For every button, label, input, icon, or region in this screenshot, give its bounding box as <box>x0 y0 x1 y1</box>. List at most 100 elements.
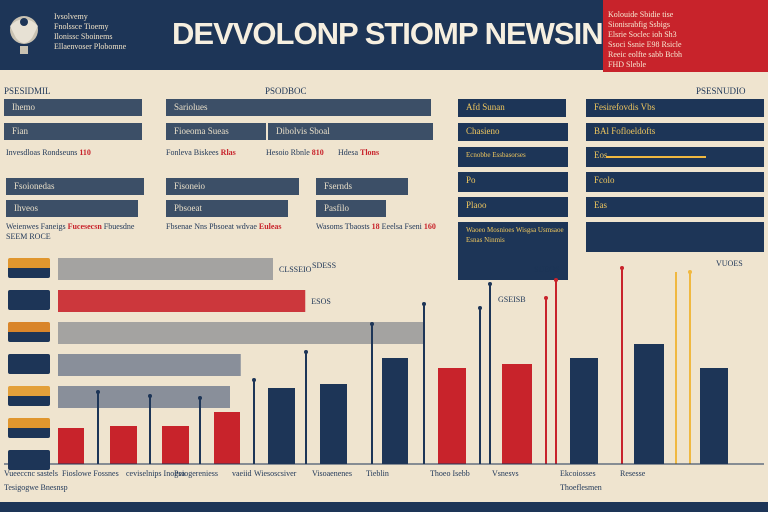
header-left-text: Ivsolvemy Fnolssce Tioemy Ilonissc Sboin… <box>54 12 126 52</box>
panel-row: Fisoneio <box>166 178 299 195</box>
panel-row: Ihemo <box>4 99 142 116</box>
panel-row: Ecnobbe Essbasorses <box>458 147 568 167</box>
book-stack-icon <box>8 418 50 438</box>
header-line: Ssoci Ssnie E98 Rsicle <box>608 40 682 49</box>
x-tick-label: Resesse <box>620 469 646 478</box>
panel-row-label: Eos <box>594 150 608 160</box>
stat-value: 160 <box>423 222 436 231</box>
panel-row: Sariolues <box>166 99 431 116</box>
header-line: Ellaenvoser Plobomne <box>54 42 127 51</box>
stat-text: Hdesa Tlons <box>338 148 398 158</box>
header-line: Kolouide Sbidie tise <box>608 10 674 19</box>
stat-label: Fbuesdne SEEM ROCE <box>6 222 135 241</box>
panel-row: Pasfilo <box>316 200 386 217</box>
book-stack-icon <box>8 290 50 310</box>
stat-value: Tlons <box>360 148 380 157</box>
hbar <box>58 386 230 408</box>
stat-text: Fbsenae Nns Pbsoeat wdvae Euleas <box>166 222 296 232</box>
header-line: Ilonissc Sboinems <box>54 32 113 41</box>
needle-cap <box>554 278 558 282</box>
chart-annotation: GSEISB <box>498 295 526 304</box>
stat-text: Invesdloas Rondseuns 110 <box>6 148 91 158</box>
panel-row: Ihveos <box>6 200 138 217</box>
needle-cap <box>304 350 308 354</box>
page-title: DEVVOLONP STIOMP NEWSINP <box>172 16 623 51</box>
vbar <box>320 384 347 464</box>
panel-row: Plaoo <box>458 197 568 217</box>
stat-label: Eeelsa Fseni <box>381 222 422 231</box>
vbar <box>162 426 189 464</box>
legend-stack <box>8 258 56 470</box>
header-line: Ivsolvemy <box>54 12 88 21</box>
x-tick-label: Thoeflesmen <box>560 483 602 492</box>
needle-cap <box>148 394 152 398</box>
panel-row: Fsernds <box>316 178 408 195</box>
panel-row: Fioeoma Sueas <box>166 123 266 140</box>
chart-annotation: SDESS <box>312 261 336 270</box>
needle-cap <box>198 396 202 400</box>
panel-row: Pbsoeat <box>166 200 288 217</box>
needle-cap <box>478 306 482 310</box>
stat-label: Hesoio Rbnle <box>266 148 310 157</box>
x-tick-label: Vueeccnc sastels <box>4 469 58 478</box>
panel-row: Fsoionedas <box>6 178 144 195</box>
stat-value: 18 <box>371 222 380 231</box>
eagle-emblem-icon <box>10 16 38 54</box>
vbar <box>58 428 84 464</box>
x-tick-label: Ekcoiosses <box>560 469 596 478</box>
needle-cap <box>252 378 256 382</box>
section-heading-right: PSESNUDIO <box>696 86 746 96</box>
book-stack-icon <box>8 386 50 406</box>
stat-text: Weienwes Faneigs Fucesecsn Fbuesdne SEEM… <box>6 222 156 242</box>
needle-cap <box>422 302 426 306</box>
header-line: Elsrie Soclec ioh Sh3 <box>608 30 677 39</box>
book-stack-icon <box>8 322 50 342</box>
panel-block <box>586 222 764 252</box>
x-tick-label: ceviselnips Inogsa <box>126 469 185 478</box>
stat-label: Pbsoeat wdvae <box>209 222 257 231</box>
stat-label: Fbsenae Nns <box>166 222 208 231</box>
panel-row: Fcolo <box>586 172 764 192</box>
hbar <box>58 354 241 376</box>
vbar <box>700 368 728 464</box>
stat-value: 810 <box>311 148 324 157</box>
stat-label: Wasoms Tbaosts <box>316 222 370 231</box>
header-right-text: Kolouide Sbidie tise Sionisrabfig Ssbigs… <box>608 10 682 70</box>
needle-cap <box>96 390 100 394</box>
x-tick-label: Visoaenenes <box>312 469 352 478</box>
x-tick-label: vaeiid <box>232 469 252 478</box>
x-tick-label: Tieblin <box>366 469 389 478</box>
book-stack-icon <box>8 258 50 278</box>
vbar <box>634 344 664 464</box>
header-line: Sionisrabfig Ssbigs <box>608 20 671 29</box>
stat-value: Fucesecsn <box>67 222 102 231</box>
needle-cap <box>488 282 492 286</box>
stat-value: Rlas <box>220 148 236 157</box>
stat-text: Wasoms Tbaosts 18 Eeelsa Fseni 160 <box>316 222 436 232</box>
stat-label: Hdesa <box>338 148 358 157</box>
hbar <box>58 258 273 280</box>
header-line: Reeic eolfte sabb Bcbh <box>608 50 682 59</box>
header-red-panel <box>603 0 768 72</box>
panel-row: Afd Sunan <box>458 99 566 117</box>
panel-row: Eos <box>586 147 764 167</box>
stat-label: Weienwes Faneigs <box>6 222 66 231</box>
hbar <box>58 290 306 312</box>
section-heading-center: PSODBOC <box>265 86 307 96</box>
x-tick-label: Wiesoscsiver <box>254 469 297 478</box>
stat-label: Invesdloas Rondseuns <box>6 148 78 157</box>
vbar <box>502 364 532 464</box>
panel-row: Dibolvis Sboal <box>268 123 433 140</box>
panel-row: Po <box>458 172 568 192</box>
stat-value: 110 <box>79 148 91 157</box>
x-tick-label: Vsnesvs <box>492 469 519 478</box>
panel-block: Waoeo Mosnioes Wisgsa Usmsaoe Esnas Ninm… <box>458 222 568 280</box>
vbar <box>268 388 295 464</box>
panel-row: Fian <box>4 123 142 140</box>
panel-row: Fesirefovdis Vbs <box>586 99 764 117</box>
footer-bar <box>0 502 768 512</box>
chart-annotation: VUOES <box>716 259 743 268</box>
panel-row: Eas <box>586 197 764 217</box>
needle-cap <box>544 296 548 300</box>
vbar <box>438 368 466 464</box>
